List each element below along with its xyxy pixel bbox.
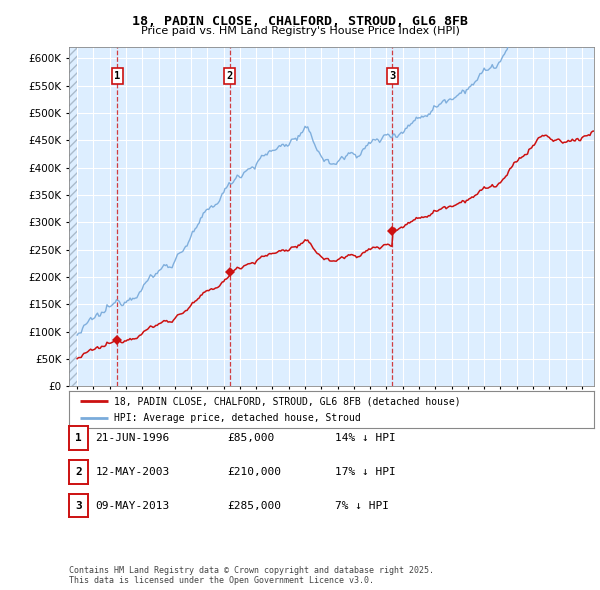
Bar [69, 47, 77, 386]
Text: 21-JUN-1996: 21-JUN-1996 [95, 433, 170, 442]
Text: 18, PADIN CLOSE, CHALFORD, STROUD, GL6 8FB (detached house): 18, PADIN CLOSE, CHALFORD, STROUD, GL6 8… [113, 396, 460, 406]
Text: 3: 3 [75, 501, 82, 510]
Text: £85,000: £85,000 [227, 433, 275, 442]
Text: 2: 2 [75, 467, 82, 477]
Text: Contains HM Land Registry data © Crown copyright and database right 2025.
This d: Contains HM Land Registry data © Crown c… [69, 566, 434, 585]
Text: HPI: Average price, detached house, Stroud: HPI: Average price, detached house, Stro… [113, 413, 361, 423]
Text: Price paid vs. HM Land Registry's House Price Index (HPI): Price paid vs. HM Land Registry's House … [140, 26, 460, 36]
Text: 12-MAY-2003: 12-MAY-2003 [95, 467, 170, 477]
Text: £210,000: £210,000 [227, 467, 281, 477]
Text: 7% ↓ HPI: 7% ↓ HPI [335, 501, 389, 510]
Text: 09-MAY-2013: 09-MAY-2013 [95, 501, 170, 510]
Text: 17% ↓ HPI: 17% ↓ HPI [335, 467, 396, 477]
Text: 3: 3 [389, 71, 395, 81]
Text: £285,000: £285,000 [227, 501, 281, 510]
Text: 18, PADIN CLOSE, CHALFORD, STROUD, GL6 8FB: 18, PADIN CLOSE, CHALFORD, STROUD, GL6 8… [132, 15, 468, 28]
Text: 1: 1 [114, 71, 121, 81]
Text: 2: 2 [226, 71, 233, 81]
Text: 1: 1 [75, 433, 82, 442]
Text: 14% ↓ HPI: 14% ↓ HPI [335, 433, 396, 442]
